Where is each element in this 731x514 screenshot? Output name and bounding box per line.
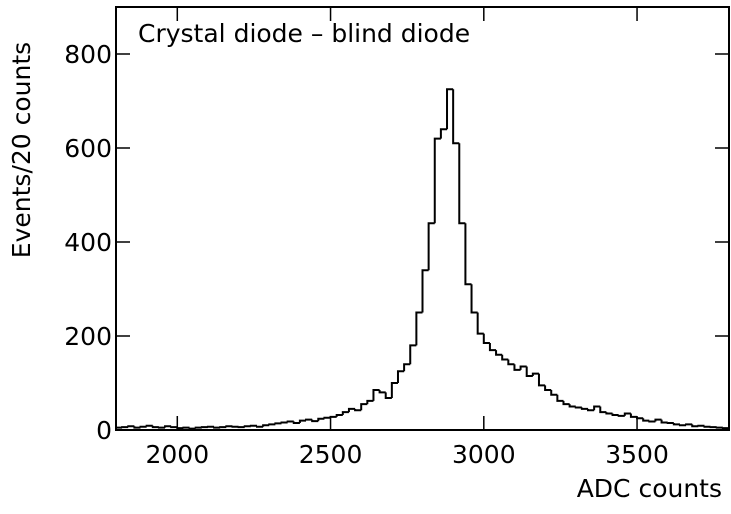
histogram-bin xyxy=(343,412,349,415)
y-tick-label: 0 xyxy=(96,416,112,445)
histogram-bin xyxy=(453,89,459,143)
x-tick-label: 3000 xyxy=(452,440,516,469)
histogram-bin xyxy=(441,129,447,138)
y-tick-label: 800 xyxy=(64,40,112,69)
histogram-bin xyxy=(637,417,643,418)
histogram-bin xyxy=(478,313,484,334)
histogram-bin xyxy=(490,343,496,350)
histogram-bin xyxy=(331,417,337,418)
histogram-bin xyxy=(539,374,545,386)
x-tick-label: 2500 xyxy=(299,440,363,469)
histogram-bin xyxy=(606,412,612,413)
histogram-bin xyxy=(643,418,649,420)
histogram-bin xyxy=(282,422,288,423)
histogram-bin xyxy=(496,350,502,355)
histogram-bin xyxy=(570,404,576,406)
y-tick-label: 200 xyxy=(64,322,112,351)
histogram-bin xyxy=(674,423,680,424)
histogram-bin xyxy=(435,139,441,224)
histogram-bin xyxy=(324,418,330,419)
x-tick-label: 2000 xyxy=(145,440,209,469)
histogram-bin xyxy=(613,414,619,415)
histogram-bin xyxy=(423,270,429,312)
histogram-bin xyxy=(392,383,398,398)
annotation: Crystal diode – blind diode xyxy=(138,19,470,48)
histogram-bin xyxy=(245,426,251,427)
histogram-bin xyxy=(269,424,275,425)
histogram-bin xyxy=(318,419,324,421)
histogram-bin xyxy=(600,407,606,413)
histogram-bin xyxy=(704,426,710,427)
histogram-bin xyxy=(484,334,490,343)
histogram-bin xyxy=(502,355,508,360)
histogram-bin xyxy=(141,427,147,428)
x-tick-label: 3500 xyxy=(605,440,669,469)
histogram-bin xyxy=(563,401,569,404)
histogram-bin xyxy=(171,426,177,427)
histogram-bin xyxy=(557,395,563,401)
y-tick-label: 400 xyxy=(64,228,112,257)
histogram-bin xyxy=(367,401,373,404)
histogram-bin xyxy=(196,428,202,429)
histogram-bin xyxy=(576,407,582,408)
y-axis-label: Events/20 counts xyxy=(7,42,36,258)
histogram-bin xyxy=(631,414,637,417)
histogram-bin xyxy=(337,415,343,417)
histogram-bin xyxy=(662,420,668,423)
histogram-bin xyxy=(582,407,588,408)
histogram-bin xyxy=(551,390,557,395)
histogram-bin xyxy=(153,426,159,427)
histogram-bin xyxy=(398,371,404,383)
y-tick-label: 600 xyxy=(64,134,112,163)
histogram-bin xyxy=(472,284,478,312)
histogram-bin xyxy=(508,360,514,365)
histogram-bin xyxy=(416,313,422,346)
histogram-bin xyxy=(361,404,367,410)
histogram-bin xyxy=(404,364,410,371)
histogram-bin xyxy=(380,390,386,392)
histogram-bin xyxy=(429,223,435,270)
histogram-bin xyxy=(410,345,416,364)
histogram-bin xyxy=(300,421,306,423)
histogram-bin xyxy=(275,423,281,424)
x-axis-label: ADC counts xyxy=(577,474,722,503)
histogram-bin xyxy=(263,425,269,426)
histogram-bin xyxy=(465,223,471,284)
histogram-bin xyxy=(545,385,551,390)
plot-frame xyxy=(116,7,729,430)
histogram-bin xyxy=(459,143,465,223)
